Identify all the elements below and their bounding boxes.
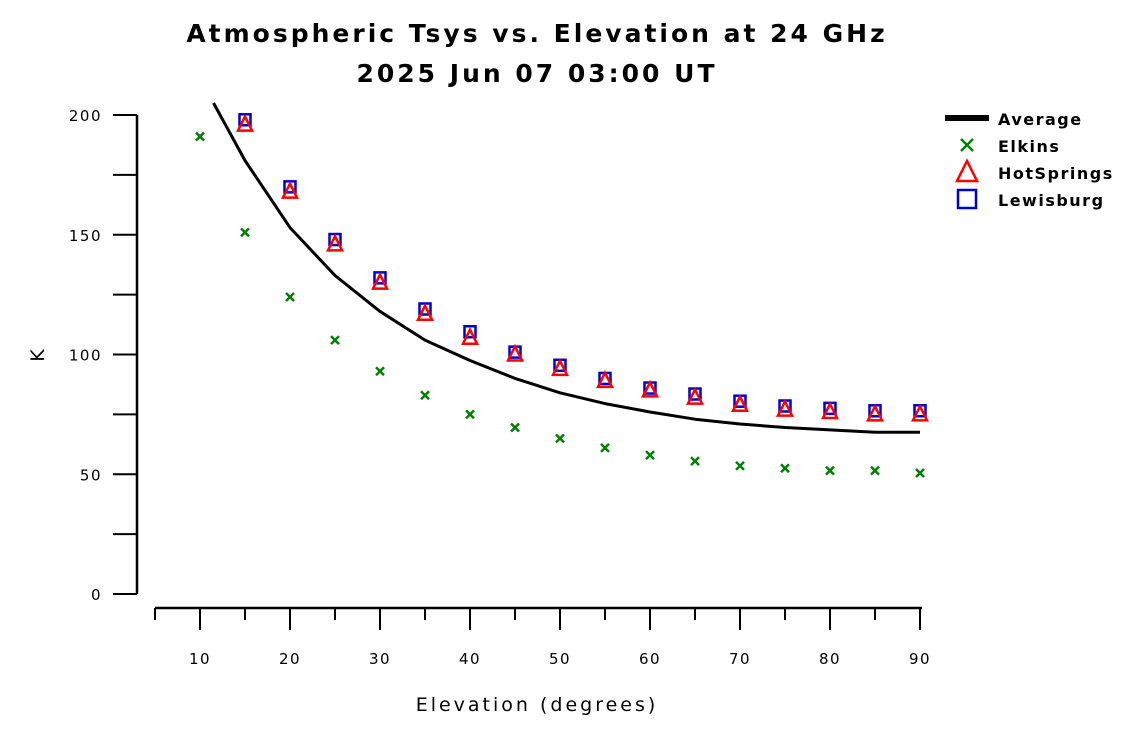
series-hotsprings: [235, 113, 930, 422]
series-lewisburg: [238, 113, 927, 418]
x-tick-label: 30: [369, 650, 391, 668]
hotsprings-point: [595, 370, 615, 389]
x-stroke: [690, 456, 700, 466]
x-tick-label: 40: [459, 650, 481, 668]
elkins-point: [915, 468, 925, 478]
x-stroke: [330, 335, 340, 346]
hotsprings-point: [820, 401, 840, 420]
legend-label: Elkins: [998, 137, 1060, 156]
average-line: [212, 102, 920, 434]
x-stroke: [420, 390, 430, 401]
elkins-point: [195, 131, 205, 142]
elkins-point: [285, 292, 295, 302]
x-stroke: [465, 409, 475, 420]
y-tick-label: 0: [91, 586, 102, 604]
x-stroke: [735, 460, 745, 471]
x-tick-label: 50: [549, 650, 571, 668]
elkins-point: [330, 335, 340, 346]
x-tick-label: 20: [279, 650, 301, 668]
elkins-point: [510, 422, 520, 433]
elkins-point: [420, 390, 430, 401]
legend-marker-elkins: [960, 138, 974, 152]
elkins-point: [735, 460, 745, 471]
x-stroke: [555, 433, 565, 444]
elkins-point: [780, 463, 790, 474]
hotsprings-point: [865, 403, 885, 422]
legend-marker-hotsprings: [954, 158, 980, 183]
x-stroke: [240, 227, 250, 238]
hotsprings-point: [640, 379, 660, 398]
x-stroke: [510, 422, 520, 433]
hotsprings-point: [505, 343, 525, 362]
y-tick-label: 100: [69, 347, 102, 365]
hotsprings-point: [685, 386, 705, 405]
hotsprings-point: [280, 180, 300, 199]
chart-subtitle: 2025 Jun 07 03:00 UT: [356, 59, 717, 88]
legend-item-lewisburg: Lewisburg: [956, 188, 1105, 210]
legend-item-average: Average: [945, 110, 1083, 129]
hotsprings-point: [370, 271, 390, 290]
x-stroke: [195, 131, 205, 142]
elkins-point: [240, 227, 250, 238]
legend-label: Average: [998, 110, 1083, 129]
hotsprings-point: [325, 233, 345, 252]
hotsprings-point: [415, 302, 435, 322]
x-stroke: [960, 138, 974, 152]
lewisburg-point: [463, 324, 477, 339]
hotsprings-point: [235, 113, 255, 132]
x-stroke: [915, 468, 925, 478]
elkins-point: [465, 409, 475, 420]
x-stroke: [870, 465, 880, 476]
x-tick-label: 60: [639, 650, 661, 668]
x-tick-label: 70: [729, 650, 751, 668]
x-stroke: [825, 465, 835, 476]
legend-item-elkins: Elkins: [960, 137, 1060, 156]
hotsprings-point: [910, 403, 930, 422]
y-tick-label: 200: [69, 107, 102, 125]
x-tick-label: 80: [819, 650, 841, 668]
plot-series: [195, 102, 930, 478]
x-stroke: [645, 450, 655, 460]
elkins-point: [600, 443, 610, 453]
x-axis: 10 20 30 40 50 60 70 80 90: [154, 606, 931, 668]
legend: Average Elkins HotSprings Lewisburg: [945, 110, 1114, 210]
hotsprings-point: [550, 358, 570, 377]
y-tick-label: 50: [80, 466, 102, 484]
legend-item-hotsprings: HotSprings: [954, 158, 1114, 183]
elkins-point: [690, 456, 700, 466]
x-stroke: [600, 443, 610, 453]
x-stroke: [375, 366, 385, 377]
x-stroke: [780, 463, 790, 474]
hotsprings-point: [730, 393, 750, 413]
series-elkins: [195, 131, 925, 478]
chart-title: Atmospheric Tsys vs. Elevation at 24 GHz: [186, 19, 887, 48]
elkins-point: [375, 366, 385, 377]
hotsprings-point: [460, 326, 480, 345]
x-tick-label: 90: [909, 650, 931, 668]
x-axis-label: Elevation (degrees): [416, 694, 659, 716]
elkins-point: [645, 450, 655, 460]
legend-marker-lewisburg: [956, 188, 978, 210]
elkins-point: [825, 465, 835, 476]
y-axis-label: K: [27, 346, 49, 361]
y-tick-label: 150: [69, 227, 102, 245]
x-tick-label: 10: [189, 650, 211, 668]
series-average: [212, 102, 920, 434]
legend-label: Lewisburg: [998, 191, 1105, 210]
elkins-point: [870, 465, 880, 476]
x-stroke: [285, 292, 295, 302]
legend-label: HotSprings: [998, 164, 1114, 183]
elkins-point: [555, 433, 565, 444]
y-axis: 0 50 100 150 200: [69, 107, 139, 604]
hotsprings-point: [775, 398, 795, 417]
